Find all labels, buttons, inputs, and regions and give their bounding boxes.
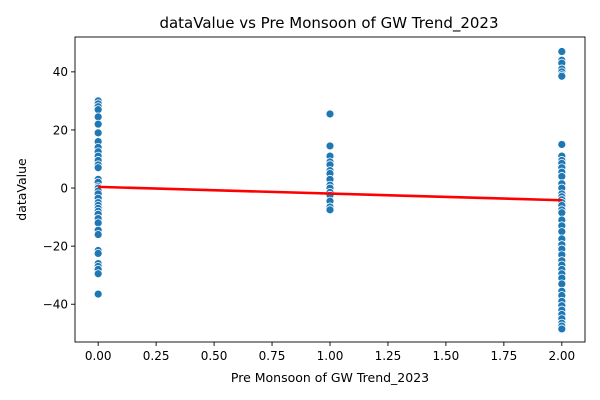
x-tick-label: 0.50 [201,349,228,363]
data-point [557,208,567,218]
data-point [93,269,103,279]
data-point [93,163,103,173]
data-point [557,71,567,81]
y-tick-label: −40 [43,298,68,312]
plot-area [93,47,567,334]
y-tick-label: 0 [60,181,68,195]
x-tick-label: 1.75 [491,349,518,363]
chart-title: dataValue vs Pre Monsoon of GW Trend_202… [159,14,498,33]
data-point [93,249,103,258]
data-point [93,289,103,299]
x-tick-label: 2.00 [548,349,575,363]
x-axis-label: Pre Monsoon of GW Trend_2023 [231,370,429,385]
data-point [93,230,103,239]
x-tick-label: 1.25 [375,349,402,363]
data-point [557,279,567,289]
data-point [93,218,103,228]
data-point [93,128,103,138]
data-point [325,205,335,215]
x-tick-label: 1.50 [433,349,460,363]
x-tick-label: 0.75 [259,349,286,363]
data-point [93,119,103,129]
y-tick-label: 40 [53,65,68,79]
data-point [325,109,335,119]
data-point [557,227,567,237]
data-point [93,112,103,122]
data-point [557,140,567,149]
y-tick-label: −20 [43,239,68,253]
x-axis: 0.00 0.25 0.50 0.75 1.00 1.25 1.50 1.75 2.00 [85,342,575,363]
regression-line [98,185,562,202]
x-tick-label: 0.25 [143,349,170,363]
data-point [325,141,335,151]
y-axis-label: dataValue [14,158,29,221]
data-point [93,105,103,115]
data-point [557,324,567,334]
y-tick-label: 20 [53,123,68,137]
y-axis: −40 −20 0 20 40 [43,65,75,312]
x-tick-label: 1.00 [317,349,344,363]
data-point [557,172,567,181]
x-tick-label: 0.00 [85,349,112,363]
data-point [557,47,567,56]
